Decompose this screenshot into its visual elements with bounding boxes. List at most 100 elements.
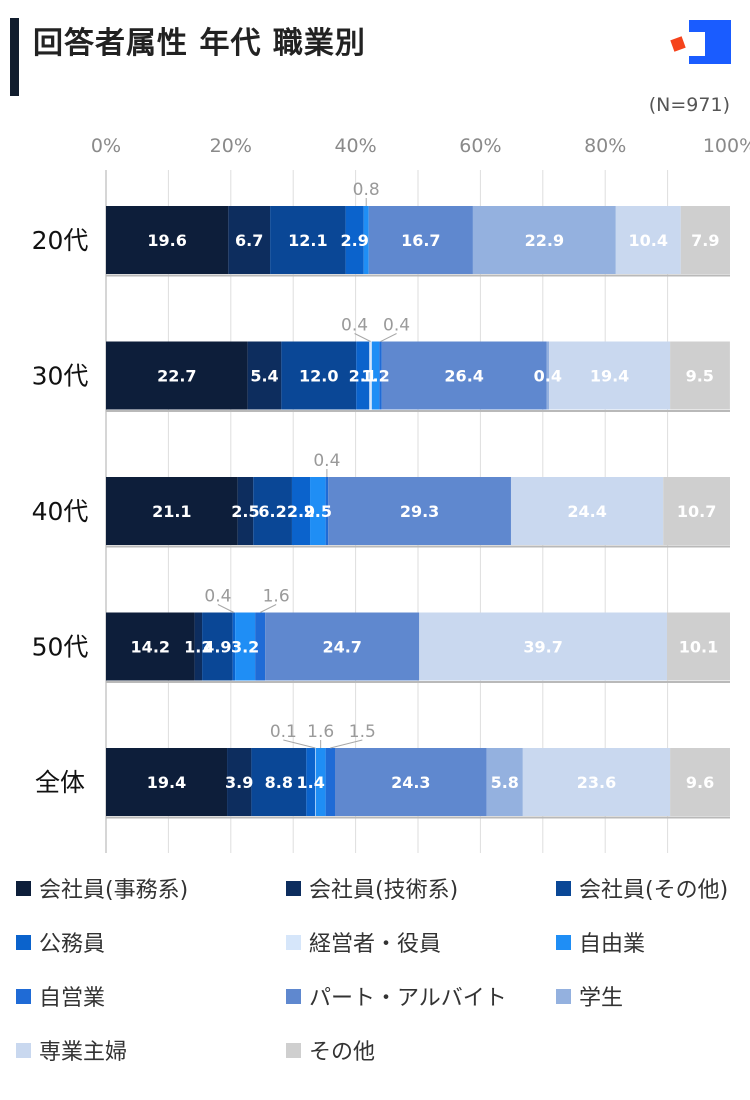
title-accent-bar	[10, 18, 19, 96]
callout-label: 0.1	[270, 722, 297, 742]
data-label: 21.1	[152, 502, 191, 521]
bar-segment	[615, 206, 681, 274]
legend-label: 会社員(その他)	[579, 878, 729, 903]
bar-segment	[510, 477, 664, 545]
legend-swatch	[16, 988, 31, 1004]
bar-segment	[310, 477, 326, 545]
legend-swatch	[16, 934, 31, 950]
legend-label: 会社員(事務系)	[39, 878, 189, 903]
bar-segment	[371, 341, 380, 410]
data-label: 2.9	[287, 502, 315, 521]
bar-segment	[345, 206, 364, 274]
legend-label: 公務員	[39, 932, 106, 957]
callout-leader	[330, 739, 363, 749]
category-label: 全体	[35, 768, 85, 797]
x-tick-label: 60%	[459, 135, 501, 157]
data-label: 10.4	[629, 231, 668, 250]
legend-swatch	[286, 934, 301, 950]
bar-segment	[419, 612, 667, 681]
callout-label: 0.4	[383, 316, 410, 336]
legend-item: 自営業	[16, 980, 105, 1012]
legend-label: 経営者・役員	[309, 932, 442, 957]
data-label: 2.9	[340, 231, 368, 250]
bar-segment	[291, 477, 311, 545]
bar-segment	[235, 612, 256, 681]
bar-segment	[281, 341, 357, 410]
data-label: 2.5	[304, 502, 332, 521]
legend-item: 専業主婦	[16, 1034, 127, 1066]
bar-segment	[227, 748, 252, 816]
bar-segment	[315, 748, 326, 816]
bar-segment	[670, 341, 730, 410]
bar-segment	[106, 206, 229, 274]
data-label: 24.4	[567, 502, 606, 521]
bar-segment	[522, 748, 671, 816]
x-tick-label: 40%	[334, 135, 376, 157]
data-label: 3.9	[225, 773, 253, 792]
data-label: 2.1	[349, 367, 377, 386]
legend-swatch	[16, 880, 31, 896]
legend-item: 公務員	[16, 926, 105, 958]
bar-segment	[356, 341, 370, 410]
bar-segment	[270, 206, 346, 274]
category-label: 30代	[32, 362, 89, 391]
bar-segment	[549, 341, 671, 410]
bar-segment	[546, 341, 550, 410]
data-label: 1.2	[361, 367, 389, 386]
legend-label: 自由業	[579, 932, 646, 957]
x-tick-label: 100%	[703, 135, 750, 157]
callout-leader	[283, 739, 316, 749]
bar-segment	[666, 612, 730, 681]
legend-swatch	[286, 988, 301, 1004]
callout-label: 1.5	[349, 722, 376, 742]
callout-leader	[259, 604, 277, 613]
data-label: 1.4	[297, 773, 325, 792]
data-label: 0.4	[534, 367, 562, 386]
bar-segment	[680, 206, 730, 274]
page-title: 回答者属性 年代 職業別	[33, 26, 366, 61]
bar-segment	[670, 748, 730, 816]
bar-segment	[325, 748, 336, 816]
data-label: 39.7	[523, 638, 562, 657]
data-label: 22.7	[157, 367, 196, 386]
bar-segment-remainder	[729, 341, 730, 410]
data-label: 16.7	[401, 231, 440, 250]
legend-swatch	[556, 988, 571, 1004]
data-label: 12.0	[299, 367, 338, 386]
legend-swatch	[556, 934, 571, 950]
bar-segment	[325, 477, 329, 545]
logo-square	[689, 20, 731, 64]
callout-leader	[354, 333, 371, 342]
data-label: 19.4	[590, 367, 629, 386]
data-label: 8.8	[265, 773, 293, 792]
callout-leader	[217, 604, 235, 613]
data-label: 7.9	[691, 231, 719, 250]
legend-item: その他	[286, 1034, 375, 1066]
data-label: 5.4	[250, 367, 278, 386]
category-label: 40代	[32, 497, 89, 526]
data-label: 1.2	[184, 638, 212, 657]
data-label: 9.6	[686, 773, 714, 792]
data-label: 12.1	[288, 231, 327, 250]
data-label: 19.4	[147, 773, 186, 792]
legend-item: 会社員(その他)	[556, 872, 728, 904]
data-label: 6.2	[258, 502, 286, 521]
callout-label: 1.6	[307, 722, 334, 742]
legend-swatch	[556, 880, 571, 896]
bar-segment	[663, 477, 730, 545]
data-label: 24.3	[391, 773, 430, 792]
bar-segment	[232, 612, 236, 681]
legend-item: 会社員(事務系)	[16, 872, 188, 904]
x-tick-label: 80%	[584, 135, 626, 157]
bar-segment	[194, 612, 203, 681]
legend-item: 経営者・役員	[286, 926, 441, 958]
bar-segment	[368, 206, 473, 274]
bar-segment	[315, 748, 316, 816]
bar-segment	[253, 477, 292, 545]
bar-segment	[472, 206, 616, 274]
bar-segment	[363, 206, 369, 274]
legend-swatch	[16, 1042, 31, 1058]
bar-segment	[328, 477, 511, 545]
x-tick-label: 0%	[91, 135, 121, 157]
bar-segment	[106, 341, 248, 410]
